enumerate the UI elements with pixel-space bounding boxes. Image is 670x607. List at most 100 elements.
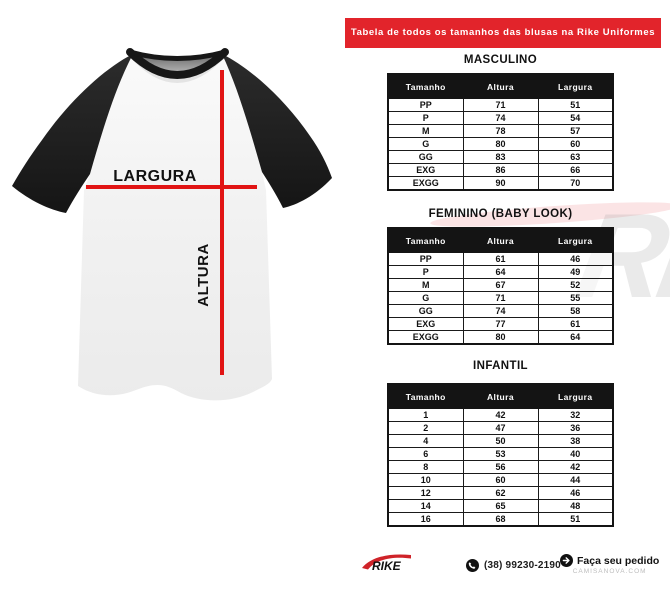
table-cell: 74: [462, 111, 539, 125]
table-row: G 71 55: [387, 291, 614, 305]
table-row: 10 60 44: [387, 473, 614, 487]
table-row: M 67 52: [387, 278, 614, 292]
table-cell: 8: [387, 460, 464, 474]
table-cell: 42: [462, 408, 539, 422]
table-cell: 51: [537, 98, 614, 112]
footer-phone[interactable]: (38) 99230-2190: [466, 559, 561, 572]
table-cell: 55: [537, 291, 614, 305]
table-cell: 44: [537, 473, 614, 487]
table-title-infantil: INFANTIL: [473, 360, 528, 372]
table-cell: 40: [537, 447, 614, 461]
table-header-row: Tamanho Altura Largura: [387, 227, 614, 253]
table-cell: 68: [462, 512, 539, 527]
table-row: 2 47 36: [387, 421, 614, 435]
table-row: PP 61 46: [387, 252, 614, 266]
table-cell: 6: [387, 447, 464, 461]
table-row: M 78 57: [387, 124, 614, 138]
column-header: Largura: [537, 227, 614, 253]
table-cell: 46: [537, 252, 614, 266]
table-row: 4 50 38: [387, 434, 614, 448]
table-cell: 16: [387, 512, 464, 527]
table-row: EXG 77 61: [387, 317, 614, 331]
table-cell: 57: [537, 124, 614, 138]
footer-cta[interactable]: Faça seu pedido CAMISANOVA.COM: [560, 554, 659, 575]
table-cell: 67: [462, 278, 539, 292]
table-cell: 51: [537, 512, 614, 527]
rike-logo-swoosh: RIKE: [362, 554, 411, 573]
table-cell: 46: [537, 486, 614, 500]
table-cell: 12: [387, 486, 464, 500]
table-cell: G: [387, 291, 464, 305]
cta-label: Faça seu pedido: [577, 554, 660, 567]
table-cell: G: [387, 137, 464, 151]
table-cell: 86: [462, 163, 539, 177]
table-row: EXGG 90 70: [387, 176, 614, 191]
column-header: Altura: [462, 383, 539, 409]
table-cell: 60: [462, 473, 539, 487]
table-cell: 61: [537, 317, 614, 331]
largura-label: LARGURA: [113, 168, 197, 185]
table-cell: 71: [462, 98, 539, 112]
table-title-feminino: FEMININO (BABY LOOK): [428, 208, 573, 220]
table-cell: 2: [387, 421, 464, 435]
table-header-row: Tamanho Altura Largura: [387, 383, 614, 409]
tshirt-image: LARGURA ALTURA: [12, 48, 332, 401]
table-cell: 64: [537, 330, 614, 345]
table-cell: 47: [462, 421, 539, 435]
table-cell: 32: [537, 408, 614, 422]
table-cell: 14: [387, 499, 464, 513]
column-header: Altura: [462, 73, 539, 99]
phone-number: (38) 99230-2190: [484, 560, 561, 571]
table-cell: EXGG: [387, 176, 464, 191]
table-cell: 70: [537, 176, 614, 191]
size-table-feminino: Tamanho Altura Largura PP 61 46 P 64 49 M 67 52 G 71 5…: [387, 227, 614, 345]
altura-label: ALTURA: [195, 243, 212, 307]
table-cell: 64: [462, 265, 539, 279]
table-row: GG 74 58: [387, 304, 614, 318]
table-row: 16 68 51: [387, 512, 614, 527]
table-cell: M: [387, 124, 464, 138]
table-cell: 71: [462, 291, 539, 305]
rike-logo-text: RIKE: [372, 559, 402, 573]
cta-subtext: CAMISANOVA.COM: [572, 568, 647, 575]
table-cell: 56: [462, 460, 539, 474]
table-cell: PP: [387, 252, 464, 266]
column-header: Tamanho: [387, 73, 464, 99]
collar-rim-top: [127, 49, 228, 61]
table-cell: 4: [387, 434, 464, 448]
table-row: EXGG 80 64: [387, 330, 614, 345]
table-cell: 54: [537, 111, 614, 125]
column-header: Tamanho: [387, 383, 464, 409]
table-row: 14 65 48: [387, 499, 614, 513]
table-cell: 62: [462, 486, 539, 500]
size-table-masculino: Tamanho Altura Largura PP 71 51 P 74 54 M 78 57 G 80 6…: [387, 73, 614, 191]
table-cell: 42: [537, 460, 614, 474]
column-header: Altura: [462, 227, 539, 253]
table-cell: 78: [462, 124, 539, 138]
table-cell: 10: [387, 473, 464, 487]
table-row: EXG 86 66: [387, 163, 614, 177]
table-cell: 90: [462, 176, 539, 191]
table-cell: 58: [537, 304, 614, 318]
size-table-infantil: Tamanho Altura Largura 1 42 32 2 47 36 4 50 38 6 53 40…: [387, 383, 614, 527]
table-cell: P: [387, 265, 464, 279]
table-row: GG 83 63: [387, 150, 614, 164]
arrow-right-icon: [560, 554, 573, 567]
table-row: 8 56 42: [387, 460, 614, 474]
table-row: P 74 54: [387, 111, 614, 125]
table-cell: 48: [537, 499, 614, 513]
table-cell: 83: [462, 150, 539, 164]
table-cell: 1: [387, 408, 464, 422]
table-cell: 38: [537, 434, 614, 448]
table-cell: 36: [537, 421, 614, 435]
table-row: 1 42 32: [387, 408, 614, 422]
table-cell: GG: [387, 304, 464, 318]
table-cell: M: [387, 278, 464, 292]
table-header-row: Tamanho Altura Largura: [387, 73, 614, 99]
table-cell: 50: [462, 434, 539, 448]
rike-logo: RIKE: [362, 553, 412, 578]
table-section-masculino: MASCULINO Tamanho Altura Largura PP 71 51 P 74 5…: [387, 54, 614, 191]
table-row: 6 53 40: [387, 447, 614, 461]
column-header: Largura: [537, 383, 614, 409]
table-cell: EXG: [387, 317, 464, 331]
